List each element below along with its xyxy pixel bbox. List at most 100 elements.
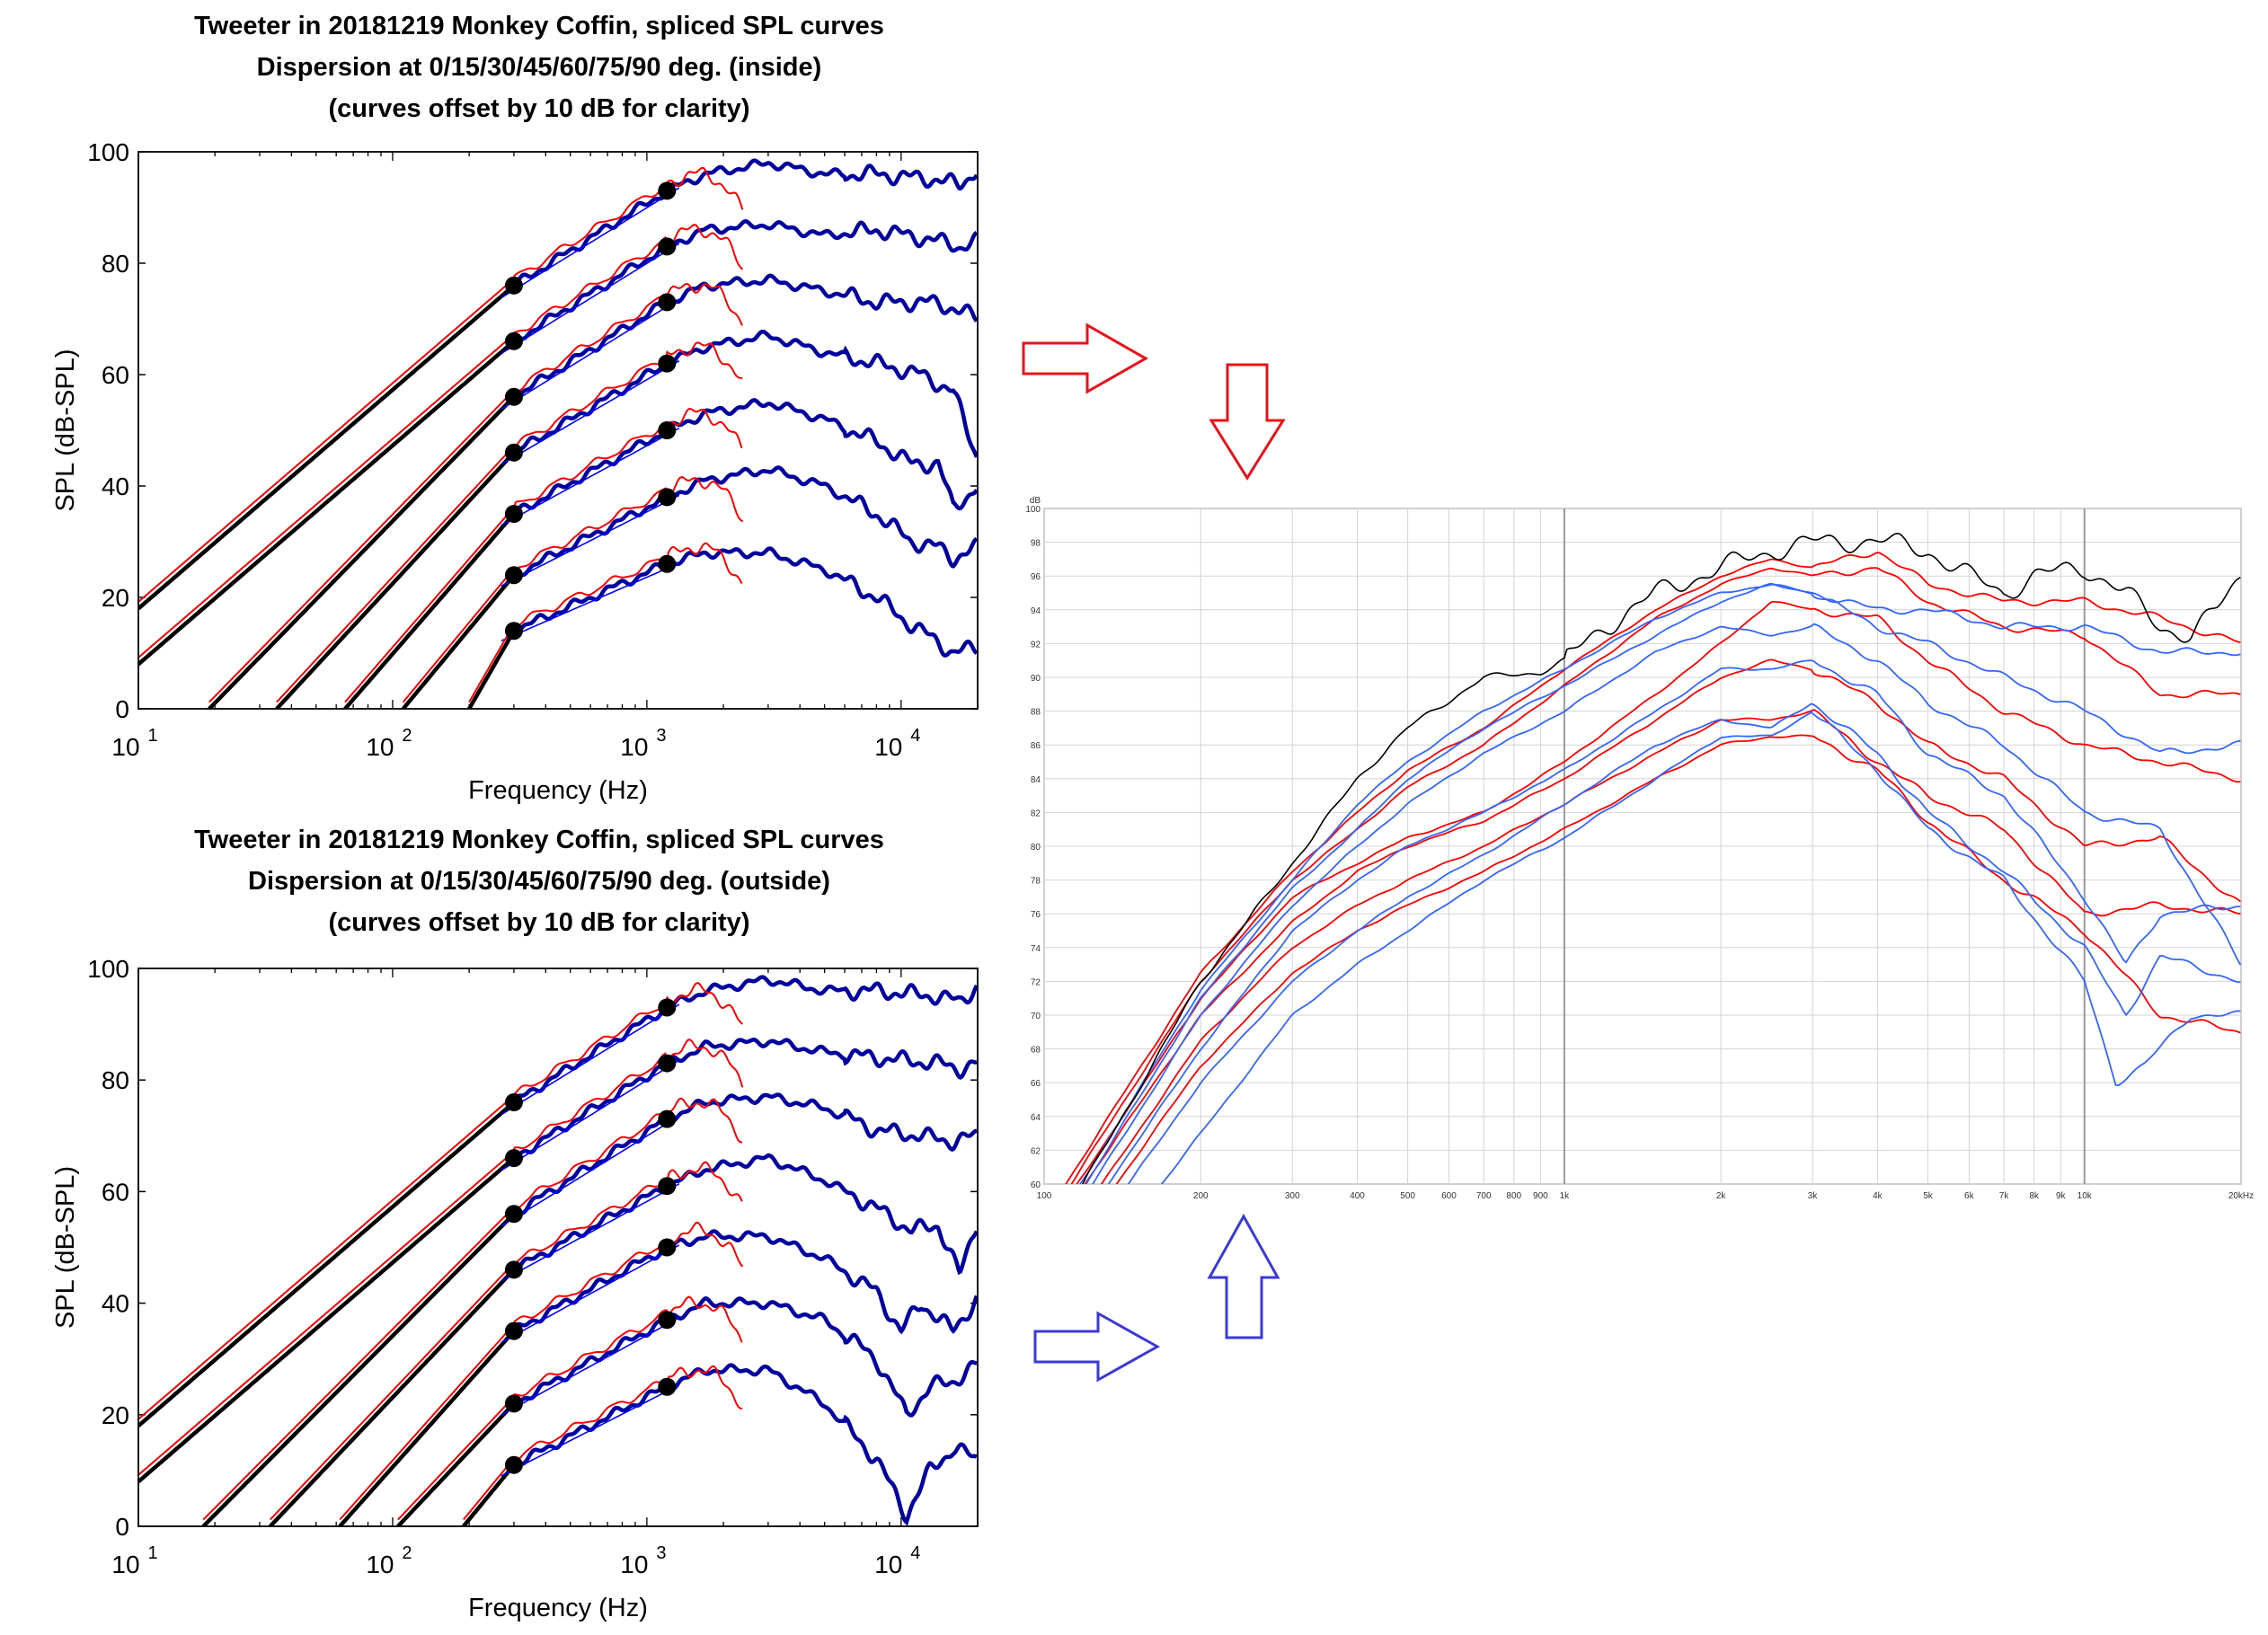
inside-dispersion-chart: 0 20 40 60 80 100 10 1 10 2 10 3 10 4 Frequency (Hz) SP… xyxy=(51,138,979,805)
far-field-curve-5 xyxy=(513,1296,978,1418)
y-tick-label: 62 xyxy=(1031,1146,1041,1156)
chart-title-top: Tweeter in 20181219 Monkey Coffin, splic… xyxy=(90,5,988,129)
splice-marker-high-3 xyxy=(658,1177,677,1196)
fit-line-4 xyxy=(501,427,680,526)
model-curve-5 xyxy=(402,475,744,703)
combined-series-5 xyxy=(1100,709,2241,1184)
plot-area xyxy=(138,968,978,1526)
splice-marker-low-6 xyxy=(504,1455,523,1474)
splice-marker-low-2 xyxy=(504,1205,523,1224)
far-field-curve-2 xyxy=(512,1092,978,1216)
combined-series-8 xyxy=(1085,583,2241,1184)
model-curve-4 xyxy=(339,1221,744,1521)
chart-title-top-line1: Tweeter in 20181219 Monkey Coffin, splic… xyxy=(194,12,884,40)
y-tick-label: 74 xyxy=(1031,944,1041,954)
y-tick-label: 0 xyxy=(115,695,129,723)
y-tick-label: 94 xyxy=(1031,606,1041,616)
y-tick-label: 40 xyxy=(102,473,129,500)
far-field-curve-0 xyxy=(512,158,978,288)
y-tick-label: 76 xyxy=(1031,910,1041,920)
x-tick-label: 3k xyxy=(1808,1191,1819,1201)
splice-marker-low-3 xyxy=(504,1260,523,1279)
x-tick-label: 4k xyxy=(1873,1191,1883,1201)
x-axis-label: Frequency (Hz) xyxy=(468,776,648,805)
splice-marker-high-0 xyxy=(658,998,677,1017)
model-curve-5 xyxy=(397,1295,743,1521)
fit-line-3 xyxy=(501,359,680,465)
x-tick-exponent: 1 xyxy=(147,1543,157,1563)
model-curve-2 xyxy=(208,282,743,703)
chart-title-bottom-line1: Tweeter in 20181219 Monkey Coffin, splic… xyxy=(194,826,884,854)
x-tick-label: 500 xyxy=(1400,1191,1415,1201)
x-tick-label: 900 xyxy=(1533,1191,1548,1201)
chart-title-top-line3: (curves offset by 10 dB for clarity) xyxy=(328,94,750,123)
model-curve-1 xyxy=(138,224,744,658)
x-tick-exponent: 3 xyxy=(656,726,666,746)
fit-line-2 xyxy=(501,298,680,411)
x-tick-label: 20kHz xyxy=(2228,1191,2254,1201)
near-field-curve-5 xyxy=(401,575,515,709)
x-tick-label: 1k xyxy=(1560,1191,1571,1201)
x-tick-label: 9k xyxy=(2056,1191,2067,1201)
fit-line-2 xyxy=(501,1115,680,1227)
far-field-curve-4 xyxy=(512,1229,978,1335)
fit-line-0 xyxy=(501,1003,680,1116)
x-tick-label: 600 xyxy=(1441,1191,1457,1201)
splice-marker-high-5 xyxy=(658,1311,677,1330)
combined-curves xyxy=(1065,532,2241,1184)
far-field-curve-2 xyxy=(513,273,978,403)
near-field-curve-5 xyxy=(396,1403,514,1526)
splice-marker-low-6 xyxy=(504,622,523,641)
near-field-curve-1 xyxy=(138,1158,514,1484)
splice-marker-high-3 xyxy=(658,354,677,373)
y-tick-label: 60 xyxy=(1031,1180,1041,1190)
y-tick-label: 100 xyxy=(87,138,129,166)
fit-line-4 xyxy=(501,1244,680,1344)
y-tick-label: 88 xyxy=(1031,708,1041,718)
x-tick-label: 10 xyxy=(620,1551,648,1578)
y-axis-label: SPL (dB-SPL) xyxy=(51,1166,80,1329)
model-curve-0 xyxy=(138,981,743,1420)
x-tick-label: 10 xyxy=(874,1551,902,1578)
x-tick-label: 7k xyxy=(1999,1191,2010,1201)
near-field-curve-2 xyxy=(208,397,514,709)
y-tick-label: 80 xyxy=(102,250,129,278)
splice-marker-low-5 xyxy=(504,1394,523,1413)
y-tick-label: 84 xyxy=(1031,775,1041,785)
x-tick-exponent: 2 xyxy=(402,726,412,746)
far-field-curve-0 xyxy=(512,975,978,1102)
x-tick-label: 300 xyxy=(1285,1191,1300,1201)
chart-title-bottom: Tweeter in 20181219 Monkey Coffin, splic… xyxy=(90,819,988,943)
near-field-curve-0 xyxy=(138,285,514,611)
y-tick-label: 20 xyxy=(102,584,129,612)
combined-series-0 xyxy=(1082,532,2241,1184)
near-field-curve-3 xyxy=(275,452,515,709)
splice-marker-high-2 xyxy=(658,293,677,312)
combined-series-12 xyxy=(1160,711,2241,1184)
y-tick-label: 80 xyxy=(1031,843,1041,853)
combined-series-9 xyxy=(1092,623,2241,1184)
near-field-curve-4 xyxy=(343,513,515,709)
x-tick-exponent: 4 xyxy=(910,1543,920,1563)
near-field-curve-0 xyxy=(138,1102,514,1427)
far-field-curve-3 xyxy=(513,1153,978,1276)
x-tick-label: 800 xyxy=(1506,1191,1521,1201)
x-tick-label: 6k xyxy=(1964,1191,1975,1201)
x-tick-exponent: 3 xyxy=(656,1543,666,1563)
y-tick-label: 86 xyxy=(1031,741,1041,751)
far-field-curve-5 xyxy=(513,465,978,578)
y-tick-label: 60 xyxy=(102,1178,129,1206)
x-tick-label: 400 xyxy=(1350,1191,1365,1201)
curve-group xyxy=(138,975,978,1526)
x-tick-label: 2k xyxy=(1716,1191,1727,1201)
x-tick-label: 700 xyxy=(1476,1191,1492,1201)
x-tick-label: 10k xyxy=(2078,1191,2093,1201)
combined-series-6 xyxy=(1115,734,2241,1184)
outside-dispersion-chart: 0 20 40 60 80 100 10 1 10 2 10 3 10 4 Frequency (Hz) SP… xyxy=(51,955,979,1622)
splice-marker-low-0 xyxy=(504,276,523,295)
model-curve-1 xyxy=(138,1038,744,1476)
combined-series-4 xyxy=(1084,658,2241,1184)
splice-marker-low-2 xyxy=(504,387,523,406)
splice-marker-low-0 xyxy=(504,1093,523,1112)
